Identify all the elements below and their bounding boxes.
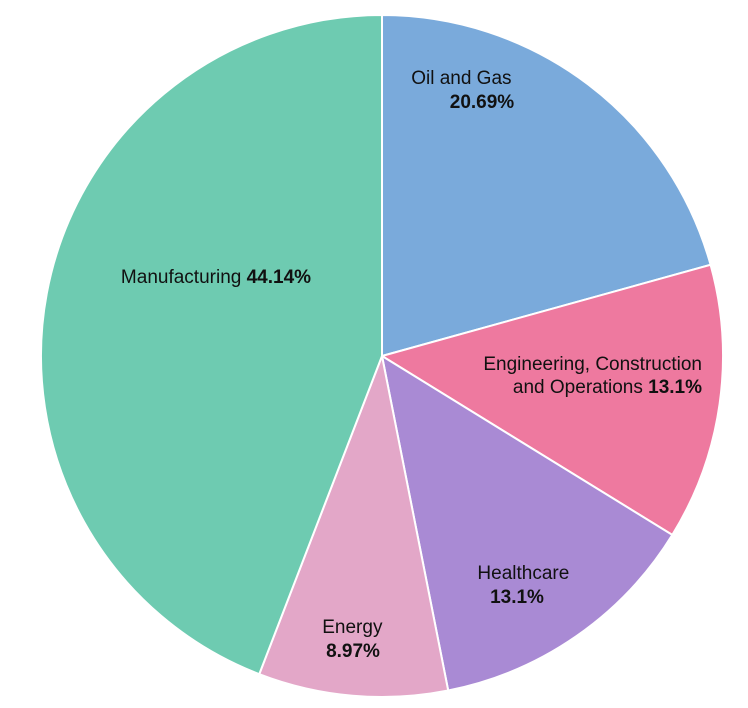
label-engineering-value: 13.1% [648, 377, 702, 398]
pie-slices [39, 13, 724, 698]
pie-slice-healthcare [380, 353, 674, 692]
label-manufacturing-name: Manufacturing [121, 267, 241, 288]
label-oil-and-gas: Oil and Gas 20.69% [411, 68, 517, 113]
label-healthcare: Healthcare 13.1% [477, 563, 574, 608]
pie-slice-energy [257, 352, 450, 698]
label-oil-and-gas-name: Oil and Gas [411, 68, 511, 89]
label-energy: Energy 8.97% [322, 617, 387, 662]
label-engineering-line2: and Operations [513, 377, 643, 398]
pie-slice-manufacturing [39, 13, 383, 676]
label-engineering-2: and Operations 13.1% [513, 377, 702, 398]
label-healthcare-value: 13.1% [490, 587, 544, 608]
pie-slice-engineering-construction-and-operations [379, 263, 724, 537]
label-manufacturing: Manufacturing 44.14% [121, 267, 311, 288]
label-energy-value: 8.97% [326, 641, 380, 662]
pie-slice-oil-and-gas [381, 13, 712, 358]
label-energy-name: Energy [322, 617, 383, 638]
label-engineering-line1: Engineering, Construction [483, 354, 702, 375]
label-oil-and-gas-value: 20.69% [450, 92, 515, 113]
label-engineering: Engineering, Construction [483, 354, 702, 375]
label-manufacturing-value: 44.14% [247, 267, 312, 288]
label-healthcare-name: Healthcare [477, 563, 569, 584]
